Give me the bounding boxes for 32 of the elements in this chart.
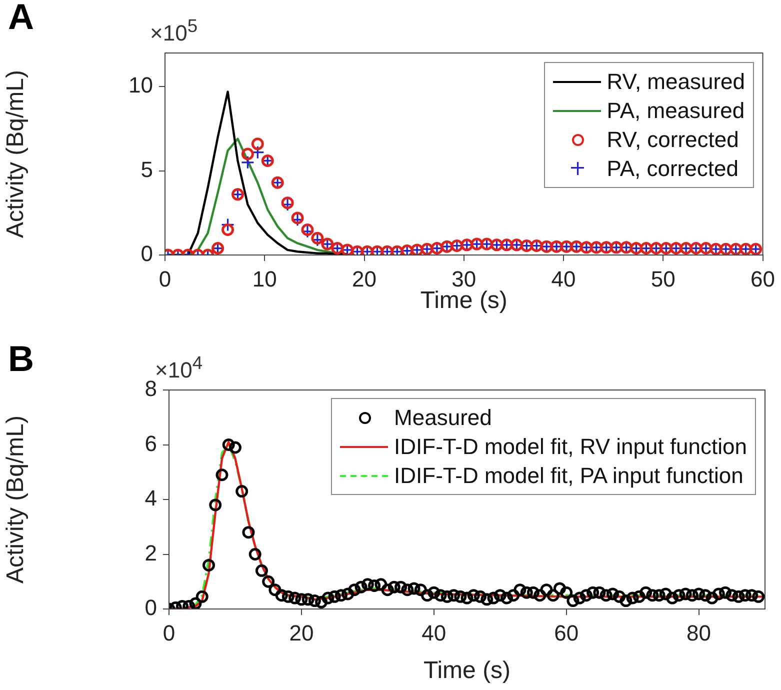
y-tick-label: 6: [144, 430, 157, 456]
text: ×10$^{5}$: [150, 15, 198, 46]
legend-label: RV, corrected: [606, 126, 739, 152]
y-tick-label: 0: [144, 595, 157, 620]
x-tick-label: 60: [554, 620, 579, 646]
x-tick-label: 40: [422, 620, 446, 646]
x-tick-label: 20: [289, 620, 314, 646]
y-axis-title: Activity (Bq/mL): [2, 415, 30, 584]
legend-label: PA, corrected: [606, 156, 738, 182]
x-tick-label: 60: [750, 266, 776, 292]
y-axis-title: Activity (Bq/mL): [2, 70, 30, 238]
y-tick-label: 4: [144, 486, 157, 511]
y-tick-label: 10: [128, 72, 153, 98]
y-tick-label: 5: [140, 156, 153, 182]
legend-label: Measured: [394, 404, 492, 430]
y-tick-label: 2: [144, 540, 157, 566]
x-tick-label: 10: [252, 266, 277, 292]
legend-label: IDIF-T-D model fit, PA input function: [394, 462, 744, 488]
text: A: [8, 0, 34, 38]
y-tick-label: 8: [144, 376, 157, 402]
x-tick-label: 80: [686, 620, 712, 646]
text: B: [8, 338, 34, 380]
x-tick-label: 50: [650, 266, 676, 292]
x-axis-title: Time (s): [423, 657, 511, 684]
x-tick-label: 40: [551, 266, 576, 292]
y-tick-label: 0: [140, 241, 153, 266]
legend-label: RV, measured: [606, 68, 745, 94]
legend-label: IDIF-T-D model fit, RV input function: [394, 434, 747, 460]
legend-label: PA, measured: [606, 98, 745, 124]
text: ×10$^{4}$: [155, 352, 203, 382]
x-tick-label: 20: [352, 266, 376, 292]
x-tick-label: 0: [162, 620, 176, 646]
